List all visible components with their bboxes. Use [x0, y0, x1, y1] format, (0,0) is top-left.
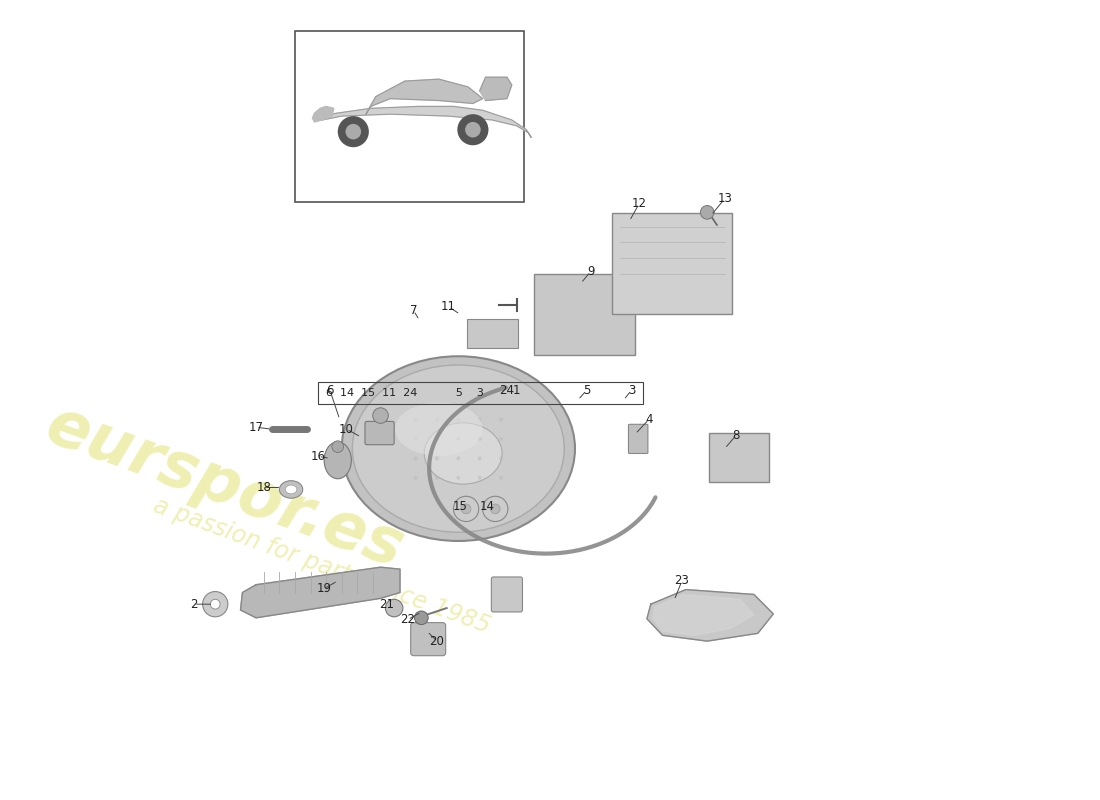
Text: 3: 3 [628, 384, 635, 397]
Text: 15: 15 [453, 501, 468, 514]
FancyBboxPatch shape [628, 424, 648, 454]
Circle shape [210, 599, 220, 609]
Circle shape [477, 476, 482, 480]
Ellipse shape [285, 485, 297, 494]
Circle shape [434, 456, 439, 460]
Polygon shape [480, 78, 512, 101]
Circle shape [414, 437, 418, 441]
Circle shape [477, 456, 482, 460]
Text: eurspor.es: eurspor.es [37, 394, 412, 581]
Circle shape [499, 418, 503, 422]
Circle shape [385, 599, 403, 617]
Circle shape [434, 418, 439, 422]
Circle shape [499, 456, 503, 460]
Circle shape [456, 456, 460, 460]
FancyBboxPatch shape [612, 214, 733, 314]
FancyBboxPatch shape [535, 274, 636, 355]
Circle shape [477, 418, 482, 422]
Circle shape [373, 408, 388, 423]
Circle shape [499, 476, 503, 480]
Text: 17: 17 [249, 421, 264, 434]
Text: 7: 7 [410, 304, 417, 317]
Circle shape [465, 122, 481, 138]
Circle shape [338, 116, 368, 147]
Text: 12: 12 [631, 197, 647, 210]
Text: 21: 21 [378, 598, 394, 610]
FancyBboxPatch shape [468, 319, 518, 349]
Text: 13: 13 [717, 192, 733, 206]
Text: 9: 9 [586, 265, 594, 278]
Text: 18: 18 [256, 481, 272, 494]
Circle shape [456, 418, 460, 422]
Text: 10: 10 [339, 422, 354, 436]
Text: 19: 19 [317, 582, 331, 595]
Text: 1: 1 [513, 384, 520, 397]
Text: 24: 24 [499, 384, 515, 397]
Circle shape [332, 441, 343, 453]
Ellipse shape [352, 365, 564, 532]
Circle shape [456, 437, 460, 441]
Polygon shape [312, 106, 334, 122]
Text: 6  14  15  11  24           5    3: 6 14 15 11 24 5 3 [326, 388, 484, 398]
Polygon shape [241, 567, 400, 618]
Ellipse shape [395, 402, 483, 456]
Circle shape [434, 437, 439, 441]
Circle shape [461, 504, 471, 514]
Circle shape [202, 591, 228, 617]
Circle shape [458, 114, 488, 146]
Text: 14: 14 [480, 501, 495, 514]
Ellipse shape [425, 423, 502, 484]
FancyBboxPatch shape [492, 577, 522, 612]
Circle shape [434, 476, 439, 480]
Circle shape [414, 476, 418, 480]
Text: a passion for parts since 1985: a passion for parts since 1985 [151, 493, 494, 638]
Circle shape [499, 437, 503, 441]
Circle shape [414, 456, 418, 460]
Polygon shape [652, 594, 754, 635]
Circle shape [456, 476, 460, 480]
Ellipse shape [324, 442, 351, 478]
Polygon shape [312, 106, 531, 138]
FancyBboxPatch shape [410, 622, 446, 656]
Text: 20: 20 [429, 634, 444, 648]
Text: 23: 23 [674, 574, 690, 587]
Text: 11: 11 [441, 300, 456, 313]
Circle shape [414, 418, 418, 422]
Ellipse shape [342, 356, 575, 541]
Circle shape [483, 496, 508, 522]
Circle shape [345, 124, 361, 139]
Text: 6: 6 [327, 384, 333, 397]
Circle shape [491, 504, 501, 514]
Text: 8: 8 [733, 429, 740, 442]
Text: 2: 2 [190, 598, 198, 610]
Circle shape [415, 611, 428, 625]
Circle shape [477, 437, 482, 441]
Text: 5: 5 [583, 384, 591, 397]
FancyBboxPatch shape [365, 422, 394, 445]
Text: 16: 16 [311, 450, 326, 463]
FancyBboxPatch shape [710, 433, 769, 482]
Text: 4: 4 [645, 413, 652, 426]
Polygon shape [647, 590, 773, 641]
Circle shape [453, 496, 478, 522]
Circle shape [701, 206, 714, 219]
Ellipse shape [279, 481, 302, 498]
FancyBboxPatch shape [295, 30, 525, 202]
Polygon shape [366, 79, 483, 114]
Text: 22: 22 [400, 614, 416, 626]
